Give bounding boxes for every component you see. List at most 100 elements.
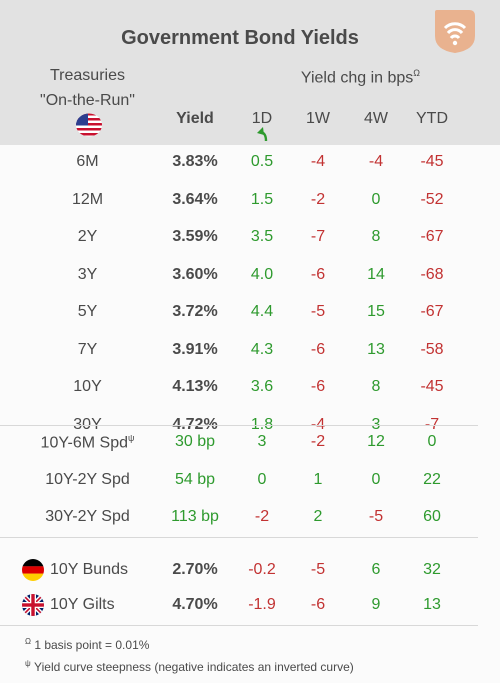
change-1w: -6 [310, 265, 326, 283]
change-1w: -6 [310, 340, 326, 358]
row-label: 6M [76, 153, 99, 170]
change-ytd: 22 [423, 470, 441, 488]
change-1d: 4.3 [250, 340, 274, 358]
change-4w: 3 [371, 415, 381, 433]
change-ytd: 0 [427, 433, 437, 450]
row-label: 5Y [77, 303, 98, 320]
change-4w: 8 [371, 378, 381, 395]
change-1w: -7 [310, 228, 326, 245]
yield-value: 4.13% [172, 378, 218, 395]
change-1w: -6 [310, 378, 326, 395]
section-divider [0, 425, 478, 426]
brand-logo-icon [435, 10, 475, 53]
change-1w: -6 [310, 596, 326, 613]
row-label: 7Y [77, 340, 98, 358]
yield-value: 4.70% [172, 596, 218, 613]
change-ytd: -52 [420, 190, 444, 208]
row-label: 10Y-2Y Spd [45, 470, 130, 488]
treasury-row: 6M 3.83% 0.5 -4 -4 -45 [0, 145, 478, 182]
change-1d: -0.2 [248, 561, 276, 578]
column-header-4w[interactable]: 4W [364, 110, 388, 127]
treasury-row: 7Y 3.91% 4.3 -6 13 -58 [0, 333, 478, 370]
change-1d: 3.5 [250, 228, 274, 245]
column-header-1d[interactable]: 1D [251, 110, 273, 127]
change-4w: 9 [371, 596, 381, 613]
change-ytd: -67 [420, 303, 444, 320]
row-label: 30Y [73, 415, 102, 433]
spread-row: 10Y-2Y Spd 54 bp 0 1 0 22 [0, 463, 478, 500]
change-4w: 12 [367, 433, 385, 450]
row-label: 10Y [73, 378, 102, 395]
row-label: 30Y-2Y Spd [45, 508, 130, 525]
row-label: 2Y [77, 228, 98, 245]
footnote-steepness: ψ Yield curve steepness (negative indica… [25, 659, 354, 674]
change-1w: -5 [310, 561, 326, 578]
spread-value: 113 bp [171, 508, 219, 525]
change-1d: -2 [254, 508, 270, 525]
change-4w: 13 [367, 340, 385, 358]
spread-value: 30 bp [174, 433, 216, 450]
change-4w: -5 [368, 508, 384, 525]
change-ytd: -7 [424, 415, 440, 433]
change-ytd: -45 [420, 378, 444, 395]
row-label: 10Y Gilts [50, 596, 115, 613]
treasury-row: 2Y 3.59% 3.5 -7 8 -67 [0, 220, 478, 257]
yield-value: 4.72% [172, 415, 218, 433]
section-divider [0, 625, 478, 626]
change-4w: 15 [367, 303, 385, 320]
spread-value: 54 bp [174, 470, 216, 488]
change-1w: 2 [313, 508, 323, 525]
yield-value: 3.72% [172, 303, 218, 320]
treasury-row: 10Y 4.13% 3.6 -6 8 -45 [0, 370, 478, 407]
change-4w: 14 [367, 265, 385, 283]
change-1d: -1.9 [248, 596, 276, 613]
yield-value: 3.91% [172, 340, 218, 358]
change-1w: -2 [310, 433, 326, 450]
row-label: 10Y-6M Spdψ [40, 433, 135, 452]
us-flag-icon [76, 113, 102, 137]
change-1d: 1.8 [250, 415, 274, 433]
page-title: Government Bond Yields [121, 27, 359, 49]
change-1d: 3.6 [250, 378, 274, 395]
change-1d: 0 [257, 470, 267, 488]
change-4w: 6 [371, 561, 381, 578]
foreign-bond-row: 10Y Gilts 4.70% -1.9 -6 9 13 [0, 588, 478, 625]
section-divider [0, 537, 478, 538]
change-1d: 1.5 [250, 190, 274, 208]
change-1d: 4.4 [250, 303, 274, 320]
change-4w: 0 [371, 190, 381, 208]
change-ytd: -45 [420, 153, 444, 170]
uk-flag-icon [22, 594, 44, 616]
change-ytd: -68 [420, 265, 444, 283]
change-4w: 8 [371, 228, 381, 245]
column-header-1w[interactable]: 1W [306, 110, 330, 127]
spread-row: 30Y-2Y Spd 113 bp -2 2 -5 60 [0, 500, 478, 537]
germany-flag-icon [22, 559, 44, 581]
change-1w: 1 [313, 470, 323, 488]
change-ytd: 32 [423, 561, 441, 578]
change-ytd: 60 [423, 508, 441, 525]
yield-change-heading: Yield chg in bpsΩ [300, 68, 420, 87]
row-label: 12M [71, 190, 104, 208]
column-header-ytd[interactable]: YTD [416, 110, 448, 127]
change-1w: -4 [310, 415, 326, 433]
treasury-row: 30Y 4.72% 1.8 -4 3 -7 [0, 408, 478, 445]
treasury-row: 3Y 3.60% 4.0 -6 14 -68 [0, 258, 478, 295]
change-1d: 4.0 [250, 265, 274, 283]
treasury-row: 5Y 3.72% 4.4 -5 15 -67 [0, 295, 478, 332]
change-ytd: -58 [420, 340, 444, 358]
spread-row: 10Y-6M Spdψ 30 bp 3 -2 12 0 [0, 425, 478, 462]
change-1w: -5 [310, 303, 326, 320]
change-ytd: 13 [423, 596, 441, 613]
yield-value: 3.60% [172, 265, 218, 283]
yield-column-header: Yield [176, 110, 214, 127]
change-1d: 3 [257, 433, 267, 450]
change-ytd: -67 [420, 228, 444, 245]
on-the-run-heading: "On-the-Run" [40, 92, 135, 109]
sort-arrow-icon[interactable] [256, 126, 270, 142]
change-1d: 0.5 [250, 153, 274, 170]
treasuries-heading: Treasuries [50, 67, 125, 84]
change-4w: -4 [368, 153, 384, 170]
change-1w: -2 [310, 190, 326, 208]
change-1w: -4 [310, 153, 326, 170]
